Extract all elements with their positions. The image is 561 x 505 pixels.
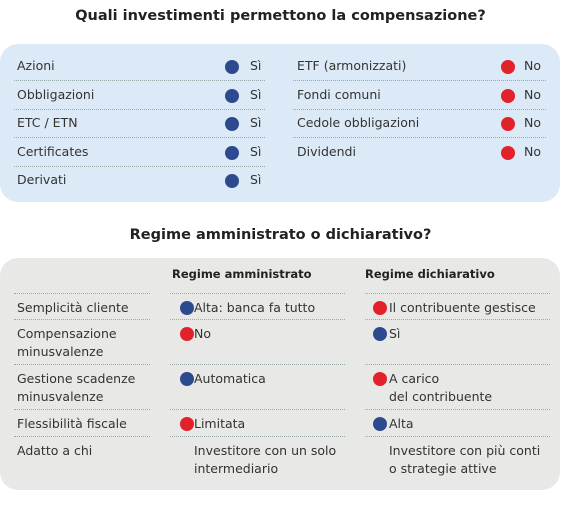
item-answer: No: [524, 58, 541, 73]
cell-text: Investitore con un solo intermediario: [194, 443, 337, 476]
separator: [14, 165, 265, 167]
separator: [365, 293, 550, 294]
item-label: Fondi comuni: [297, 86, 381, 102]
status-dot: [225, 88, 239, 103]
cell-text: Limitata: [194, 416, 246, 431]
status-dot: [225, 60, 239, 74]
separator: [365, 436, 550, 437]
status-dot: [225, 174, 239, 188]
status-dot: [225, 145, 239, 160]
row-label: Adatto a chi: [17, 443, 93, 458]
cell-text: Il contribuente gestisce: [389, 300, 536, 315]
item-label: Azioni: [17, 58, 55, 73]
separator: [365, 409, 550, 410]
separator: [170, 364, 345, 365]
cell-text: Alta: banca fa tutto: [194, 300, 316, 315]
separator: [14, 80, 265, 81]
column-header: Regime amministrato: [172, 267, 312, 281]
cell-text: Sì: [389, 326, 401, 341]
status-dot: [373, 372, 387, 386]
status-dot: [373, 301, 387, 315]
separator: [170, 293, 345, 294]
panel: [0, 258, 560, 490]
item-label: Certificates: [17, 143, 89, 159]
section-title: Regime amministrato o dichiarativo?: [129, 227, 432, 243]
status-dot: [180, 301, 194, 315]
status-dot: [501, 145, 515, 160]
separator: [14, 409, 150, 410]
separator: [365, 319, 550, 320]
cell-text: Alta: [389, 416, 414, 431]
separator: [293, 137, 546, 138]
status-dot: [373, 417, 387, 431]
item-label: Dividendi: [297, 143, 356, 159]
row-label: Semplicità cliente: [17, 300, 129, 315]
item-answer: Sì: [250, 143, 262, 159]
cell-text: A carico del contribuente: [389, 371, 493, 404]
item-label: Obbligazioni: [17, 86, 95, 102]
row-label: Gestione scadenze minusvalenze: [17, 371, 136, 404]
item-answer: No: [524, 115, 541, 130]
separator: [293, 80, 546, 81]
cell-text: No: [194, 326, 211, 341]
separator: [14, 364, 150, 365]
item-answer: Sì: [250, 86, 262, 102]
separator: [365, 364, 550, 365]
status-dot: [180, 372, 194, 386]
status-dot: [225, 117, 239, 131]
item-answer: Sì: [250, 58, 262, 73]
column-header: Regime dichiarativo: [365, 267, 495, 281]
item-label: Derivati: [17, 172, 67, 187]
item-label: ETF (armonizzati): [297, 58, 407, 73]
item-answer: Sì: [250, 115, 262, 130]
status-dot: [180, 327, 194, 341]
separator: [170, 319, 345, 320]
status-dot: [180, 417, 194, 431]
separator: [14, 108, 265, 110]
cell-text: Automatica: [194, 371, 266, 386]
section-title: Quali investimenti permettono la compens…: [75, 8, 486, 24]
status-dot: [373, 327, 387, 341]
item-label: ETC / ETN: [17, 115, 78, 130]
item-answer: Sì: [250, 172, 262, 187]
separator: [14, 319, 150, 320]
row-label: Compensazione minusvalenze: [17, 326, 117, 359]
item-answer: No: [524, 143, 541, 159]
separator: [293, 108, 546, 110]
separator: [170, 436, 345, 437]
panel: [0, 44, 560, 202]
separator: [14, 436, 150, 437]
status-dot: [501, 88, 515, 103]
separator: [14, 137, 265, 138]
separator: [14, 293, 150, 294]
separator: [170, 409, 345, 410]
item-label: Cedole obbligazioni: [297, 115, 420, 130]
cell-text: Investitore con più conti o strategie at…: [389, 443, 541, 476]
row-label: Flessibilità fiscale: [17, 416, 127, 431]
status-dot: [501, 60, 515, 74]
item-answer: No: [524, 86, 541, 102]
status-dot: [501, 117, 515, 131]
